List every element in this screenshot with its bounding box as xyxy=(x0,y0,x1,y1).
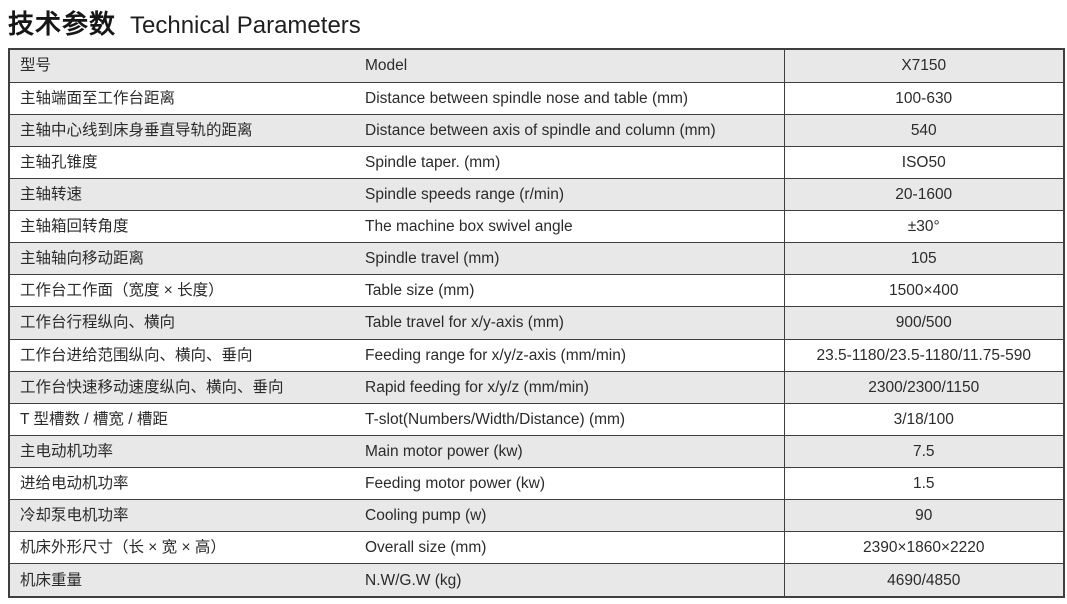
param-value: 105 xyxy=(783,242,1064,276)
param-value: 900/500 xyxy=(783,306,1064,340)
param-name-en: Spindle speeds range (r/min) xyxy=(358,177,784,212)
page-title-en: Technical Parameters xyxy=(130,12,361,39)
param-name-en: Model xyxy=(358,48,784,83)
param-name-en: Cooling pump (w) xyxy=(358,499,784,533)
param-value: 540 xyxy=(783,113,1064,147)
param-name-zh: 工作台工作面（宽度 × 长度） xyxy=(9,274,358,308)
param-name-zh: 主轴箱回转角度 xyxy=(9,210,358,244)
param-value: 1.5 xyxy=(783,467,1064,501)
param-name-zh: 主电动机功率 xyxy=(9,434,358,469)
param-name-en: T-slot(Numbers/Width/Distance) (mm) xyxy=(358,402,784,436)
param-value: 3/18/100 xyxy=(783,402,1064,436)
param-name-en: Feeding motor power (kw) xyxy=(358,467,784,501)
param-value: 1500×400 xyxy=(783,274,1064,308)
param-name-zh: 主轴中心线到床身垂直导轨的距离 xyxy=(9,113,358,147)
param-name-en: Spindle travel (mm) xyxy=(358,242,784,276)
table-row: T 型槽数 / 槽宽 / 槽距 T-slot(Numbers/Width/Dist… xyxy=(9,402,1064,436)
table-row: 冷却泵电机功率 Cooling pump (w) 90 xyxy=(9,499,1064,533)
param-value: 100-630 xyxy=(783,81,1064,115)
param-name-en: Table size (mm) xyxy=(358,274,784,308)
param-name-zh: 型号 xyxy=(9,48,358,83)
technical-parameters-table-body: 型号 Model X7150 主轴端面至工作台距离 Distance between s… xyxy=(9,48,1064,598)
param-name-en: Table travel for x/y-axis (mm) xyxy=(358,306,784,340)
table-row: 进给电动机功率 Feeding motor power (kw) 1.5 xyxy=(9,467,1064,501)
page-title: 技术参数 Technical Parameters xyxy=(8,4,361,41)
param-name-en: N.W/G.W (kg) xyxy=(358,563,784,598)
param-name-zh: 工作台行程纵向、横向 xyxy=(9,306,358,340)
param-name-zh: 主轴端面至工作台距离 xyxy=(9,81,358,115)
param-name-zh: 机床重量 xyxy=(9,563,358,598)
param-name-zh: 工作台快速移动速度纵向、横向、垂向 xyxy=(9,370,358,404)
param-name-en: Spindle taper. (mm) xyxy=(358,145,784,179)
table-row: 工作台行程纵向、横向 Table travel for x/y-axis (mm)… xyxy=(9,306,1064,340)
param-value: 20-1600 xyxy=(783,177,1064,212)
table-row: 主电动机功率 Main motor power (kw) 7.5 xyxy=(9,434,1064,469)
table-row: 主轴箱回转角度 The machine box swivel angle ±30° xyxy=(9,210,1064,244)
param-name-en: Rapid feeding for x/y/z (mm/min) xyxy=(358,370,784,404)
param-name-en: Main motor power (kw) xyxy=(358,434,784,469)
param-name-en: Overall size (mm) xyxy=(358,531,784,565)
table-row: 型号 Model X7150 xyxy=(9,48,1064,83)
param-name-zh: 进给电动机功率 xyxy=(9,467,358,501)
param-name-en: Distance between axis of spindle and col… xyxy=(358,113,784,147)
param-value: X7150 xyxy=(783,48,1064,83)
table-row: 主轴转速 Spindle speeds range (r/min) 20-1600 xyxy=(9,177,1064,212)
param-name-en: The machine box swivel angle xyxy=(358,210,784,244)
param-value: ISO50 xyxy=(783,145,1064,179)
page-title-zh: 技术参数 xyxy=(8,9,117,39)
table-row: 机床重量 N.W/G.W (kg) 4690/4850 xyxy=(9,563,1064,598)
table-row: 主轴端面至工作台距离 Distance between spindle nose … xyxy=(9,81,1064,115)
technical-parameters-table-wrap: 型号 Model X7150 主轴端面至工作台距离 Distance between s… xyxy=(8,48,1065,598)
table-row: 主轴中心线到床身垂直导轨的距离 Distance between axis of … xyxy=(9,113,1064,147)
param-value: 23.5-1180/23.5-1180/11.75-590 xyxy=(783,338,1064,372)
table-row: 工作台进给范围纵向、横向、垂向 Feeding range for x/y/z-a… xyxy=(9,338,1064,372)
param-name-en: Distance between spindle nose and table … xyxy=(358,81,784,115)
param-name-zh: 主轴转速 xyxy=(9,177,358,212)
table-row: 主轴孔锥度 Spindle taper. (mm) ISO50 xyxy=(9,145,1064,179)
table-row: 机床外形尺寸（长 × 宽 × 高） Overall size (mm) 2390×1… xyxy=(9,531,1064,565)
table-row: 主轴轴向移动距离 Spindle travel (mm) 105 xyxy=(9,242,1064,276)
table-row: 工作台快速移动速度纵向、横向、垂向 Rapid feeding for x/y/z… xyxy=(9,370,1064,404)
param-value: 4690/4850 xyxy=(783,563,1064,598)
param-value: 2390×1860×2220 xyxy=(783,531,1064,565)
param-name-zh: 冷却泵电机功率 xyxy=(9,499,358,533)
technical-parameters-table: 型号 Model X7150 主轴端面至工作台距离 Distance between s… xyxy=(8,48,1065,598)
param-name-zh: 主轴轴向移动距离 xyxy=(9,242,358,276)
param-name-zh: T 型槽数 / 槽宽 / 槽距 xyxy=(9,402,358,436)
param-value: 7.5 xyxy=(783,434,1064,469)
param-name-zh: 主轴孔锥度 xyxy=(9,145,358,179)
param-name-en: Feeding range for x/y/z-axis (mm/min) xyxy=(358,338,784,372)
param-name-zh: 工作台进给范围纵向、横向、垂向 xyxy=(9,338,358,372)
param-value: ±30° xyxy=(783,210,1064,244)
param-name-zh: 机床外形尺寸（长 × 宽 × 高） xyxy=(9,531,358,565)
table-row: 工作台工作面（宽度 × 长度） Table size (mm) 1500×400 xyxy=(9,274,1064,308)
param-value: 90 xyxy=(783,499,1064,533)
param-value: 2300/2300/1150 xyxy=(783,370,1064,404)
